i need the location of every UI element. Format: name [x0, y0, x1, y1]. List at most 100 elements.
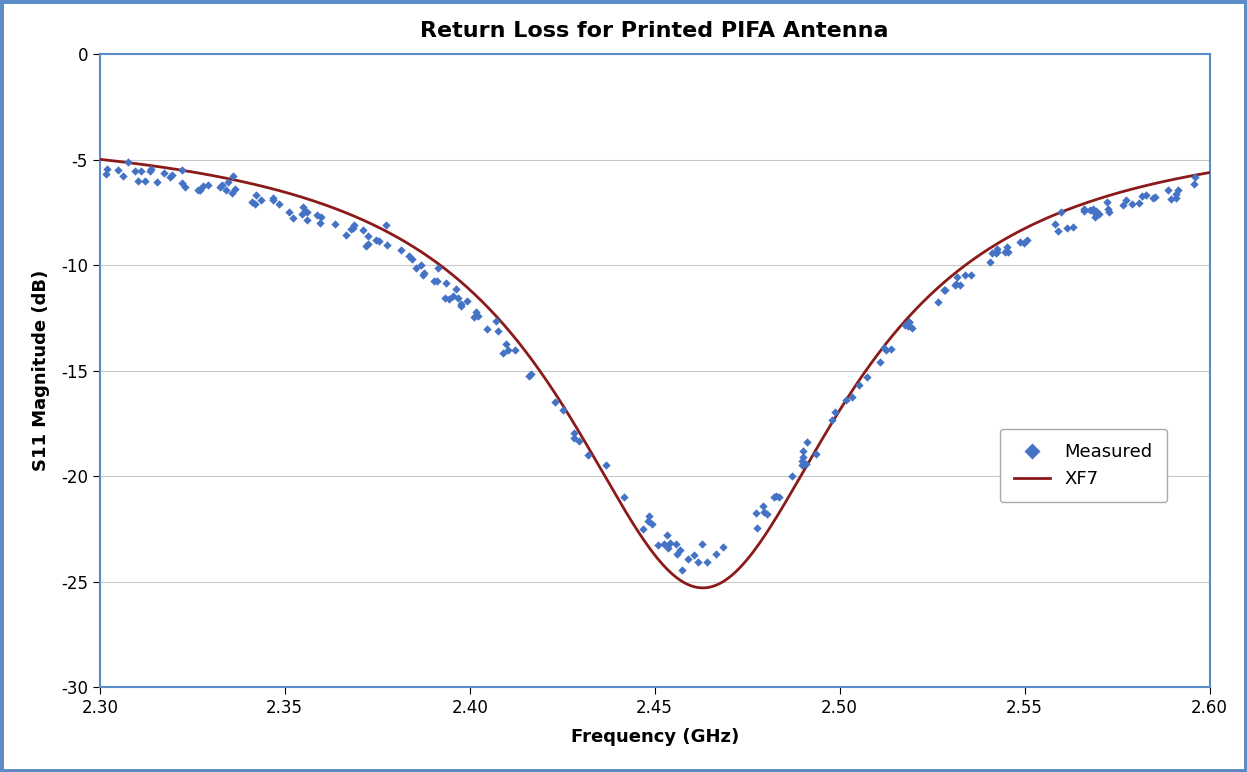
Measured: [521, 368, 541, 381]
Measured: [633, 523, 653, 536]
Measured: [655, 538, 675, 550]
Measured: [414, 266, 434, 279]
Measured: [412, 259, 431, 272]
Measured: [934, 283, 954, 296]
Measured: [377, 239, 397, 252]
Measured: [209, 181, 229, 194]
Measured: [131, 164, 151, 177]
Measured: [666, 537, 686, 550]
Measured: [685, 549, 705, 561]
Measured: [981, 247, 1001, 259]
Measured: [428, 262, 448, 274]
Measured: [670, 544, 690, 557]
Measured: [135, 175, 155, 188]
Measured: [296, 205, 315, 218]
Measured: [672, 564, 692, 577]
Measured: [279, 206, 299, 218]
Measured: [961, 269, 981, 281]
Measured: [435, 277, 455, 290]
Measured: [986, 246, 1006, 259]
Measured: [466, 306, 486, 319]
Measured: [141, 164, 161, 176]
Measured: [1166, 188, 1186, 200]
Measured: [692, 538, 712, 550]
XF7: [835, 401, 850, 410]
Measured: [325, 218, 345, 230]
Measured: [1085, 206, 1105, 218]
Measured: [155, 167, 175, 179]
Measured: [928, 296, 948, 309]
Measured: [449, 292, 469, 304]
XF7: [378, 226, 393, 235]
Measured: [337, 229, 357, 242]
Measured: [793, 451, 813, 463]
Measured: [147, 176, 167, 188]
Measured: [998, 246, 1018, 259]
Measured: [1089, 208, 1109, 221]
Measured: [769, 491, 789, 503]
Measured: [498, 344, 518, 357]
Measured: [1075, 205, 1095, 217]
Measured: [469, 310, 489, 322]
XF7: [748, 544, 763, 554]
Measured: [667, 548, 687, 560]
Measured: [747, 522, 767, 534]
Measured: [986, 243, 1006, 256]
Measured: [792, 459, 812, 471]
Measured: [1075, 202, 1095, 215]
Measured: [569, 435, 589, 447]
Measured: [874, 342, 894, 354]
Measured: [1143, 191, 1163, 204]
Measured: [1136, 189, 1156, 201]
Measured: [875, 344, 895, 356]
Y-axis label: S11 Magnitude (dB): S11 Magnitude (dB): [32, 270, 50, 471]
Measured: [596, 459, 616, 472]
Measured: [980, 256, 1000, 269]
Measured: [251, 194, 271, 206]
Measured: [1121, 198, 1141, 210]
Measured: [172, 177, 192, 189]
Measured: [706, 547, 726, 560]
Measured: [399, 250, 419, 262]
Measured: [413, 269, 433, 282]
Line: XF7: XF7: [100, 159, 1210, 588]
Measured: [297, 206, 317, 218]
Measured: [754, 506, 774, 518]
Measured: [688, 555, 708, 567]
Measured: [1045, 218, 1065, 230]
Measured: [505, 344, 525, 356]
Measured: [1085, 211, 1105, 223]
Measured: [945, 279, 965, 292]
Measured: [806, 448, 826, 460]
Measured: [244, 198, 264, 210]
Measured: [870, 355, 890, 367]
Measured: [1116, 194, 1136, 206]
Measured: [849, 379, 869, 391]
Measured: [343, 222, 363, 234]
Measured: [96, 168, 116, 180]
Measured: [1010, 236, 1030, 249]
Measured: [297, 215, 317, 227]
Measured: [1097, 202, 1117, 215]
Measured: [188, 184, 208, 196]
Measured: [1145, 191, 1165, 203]
Measured: [826, 406, 845, 418]
Measured: [451, 298, 471, 310]
Measured: [661, 537, 681, 549]
Measured: [902, 322, 922, 334]
Measured: [697, 556, 717, 568]
Measured: [268, 198, 288, 211]
Measured: [369, 235, 389, 248]
Measured: [223, 170, 243, 182]
Measured: [986, 246, 1006, 259]
Measured: [428, 275, 448, 287]
Measured: [1057, 222, 1077, 235]
Measured: [97, 163, 117, 175]
Measured: [402, 253, 421, 266]
Measured: [407, 262, 426, 274]
Measured: [344, 219, 364, 232]
Measured: [545, 396, 565, 408]
XF7: [930, 284, 945, 293]
Legend: Measured, XF7: Measured, XF7: [1000, 428, 1167, 503]
Measured: [263, 192, 283, 205]
